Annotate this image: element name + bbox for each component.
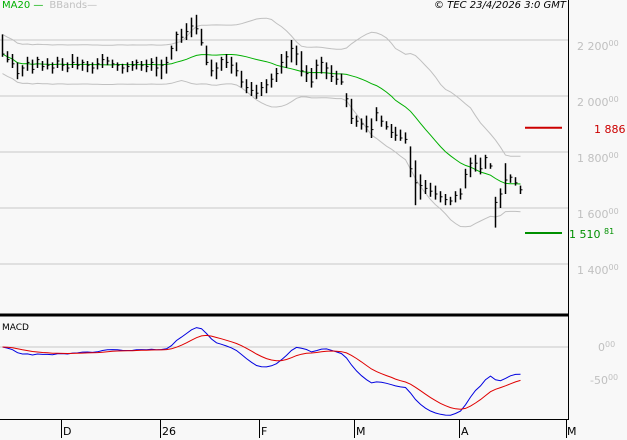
bollinger-upper-line: [2, 17, 521, 157]
legend: MA20 — BBands—: [2, 0, 97, 11]
x-tick-label: M: [567, 425, 577, 438]
y-tick-label: 2 00000: [577, 95, 619, 109]
x-tick-label: 26: [162, 425, 176, 438]
x-tick-label: M: [356, 425, 366, 438]
macd-y-tick-label: 000: [598, 340, 616, 354]
ma20-line: [2, 53, 521, 185]
y-tick-label: 1 80000: [577, 151, 619, 165]
legend-ma20: MA20 —: [2, 0, 44, 11]
bollinger-lower-line: [2, 73, 521, 228]
y-tick-label: 1 60000: [577, 207, 619, 221]
legend-bbands: BBands—: [49, 0, 98, 11]
support-label: 1 510 81: [569, 227, 615, 241]
macd-title: MACD: [2, 323, 29, 333]
x-tick-label: D: [63, 425, 72, 438]
y-tick-label: 1 40000: [577, 263, 619, 277]
copyright: © TEC 23/4/2026 3:0 GMT: [434, 0, 566, 11]
y-tick-label: 2 20000: [577, 39, 619, 53]
x-tick-label: F: [261, 425, 268, 438]
x-tick-label: A: [461, 425, 469, 438]
macd-line: [2, 327, 521, 416]
signal-line: [2, 334, 521, 410]
macd-y-tick-label: -5000: [590, 373, 619, 387]
resistance-label: 1 886 4: [594, 123, 626, 136]
